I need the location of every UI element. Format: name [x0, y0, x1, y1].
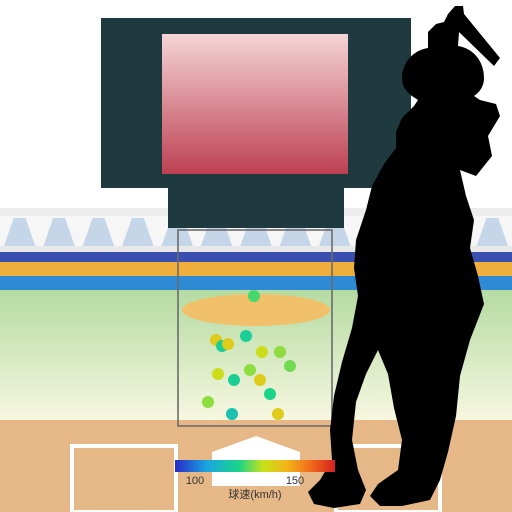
pitch-point — [226, 408, 238, 420]
colorbar-axis-label: 球速(km/h) — [228, 487, 281, 501]
pitch-point — [284, 360, 296, 372]
pitch-point — [264, 388, 276, 400]
scoreboard-screen — [162, 34, 348, 174]
pitch-location-chart: 100 150 球速(km/h) — [0, 0, 512, 512]
colorbar-tick-label: 100 — [186, 475, 204, 487]
pitch-point — [248, 290, 260, 302]
pitch-point — [228, 374, 240, 386]
pitch-point — [256, 346, 268, 358]
pitch-point — [240, 330, 252, 342]
pitch-point — [274, 346, 286, 358]
pitch-point — [244, 364, 256, 376]
colorbar — [175, 460, 335, 472]
pitch-point — [202, 396, 214, 408]
chart-svg: 100 150 球速(km/h) — [0, 0, 512, 512]
pitch-point — [254, 374, 266, 386]
pitch-point — [272, 408, 284, 420]
pitch-point — [222, 338, 234, 350]
pitch-point — [212, 368, 224, 380]
scoreboard-base — [168, 188, 344, 228]
colorbar-tick-label: 150 — [286, 475, 304, 487]
